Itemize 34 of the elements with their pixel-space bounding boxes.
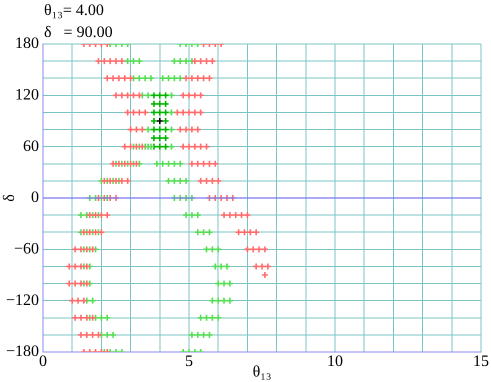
y-tick-label: −60: [14, 240, 39, 258]
point: [156, 108, 164, 116]
point: [162, 92, 170, 100]
y-tick-label: −120: [6, 292, 39, 309]
point: [150, 100, 158, 108]
point: [150, 126, 158, 134]
x-tick-label: 15: [473, 352, 489, 370]
point: [156, 117, 164, 125]
point: [150, 92, 158, 100]
y-tick-label: 120: [15, 86, 39, 104]
x-axis-title: θ₁₃: [252, 364, 272, 381]
point: [156, 92, 164, 100]
point: [162, 142, 170, 150]
point: [162, 134, 170, 142]
y-axis-title: δ: [0, 194, 18, 202]
point: [156, 134, 164, 142]
point: [162, 117, 170, 125]
y-tick-label: 180: [15, 35, 39, 52]
x-tick-label: 5: [185, 352, 193, 370]
point: [156, 100, 164, 108]
point: [150, 117, 158, 125]
point: [162, 126, 170, 134]
y-tick-label: 0: [31, 189, 39, 206]
text: θ₁₃= 4.00: [44, 2, 104, 20]
point: [162, 108, 170, 116]
point: [150, 134, 158, 142]
point: [162, 100, 170, 108]
point: [156, 126, 164, 134]
point: [150, 108, 158, 116]
text: δ = 90.00: [44, 24, 113, 42]
x-tick-label: 10: [327, 352, 343, 370]
y-tick-label: −180: [6, 343, 39, 360]
point: [156, 142, 164, 150]
y-tick-label: 60: [23, 138, 39, 155]
